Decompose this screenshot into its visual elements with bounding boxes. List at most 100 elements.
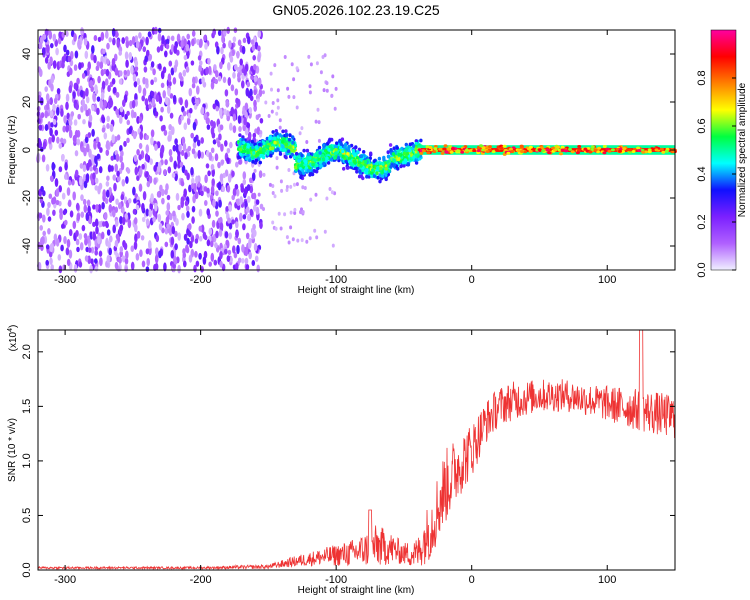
spectrogram-cell	[151, 97, 156, 106]
spectrogram-cell	[121, 206, 125, 214]
spectrogram-cell	[145, 36, 149, 46]
spectrogram-cell	[266, 144, 270, 149]
spectrogram-cell	[372, 174, 377, 179]
spectrogram-cell	[109, 123, 114, 132]
spectrogram-cell	[52, 196, 57, 205]
spectrogram-cell	[245, 87, 250, 97]
spectrogram-cell	[166, 222, 170, 230]
spectrogram-cell	[100, 31, 105, 41]
spectrogram-cell	[103, 99, 107, 108]
spectrogram-cell	[181, 105, 185, 113]
spectrogram-cell	[111, 78, 116, 85]
spectrogram-cell	[124, 213, 128, 220]
spectrogram-cell	[214, 242, 218, 249]
spectrogram-cell	[275, 111, 279, 116]
spectrogram-cell	[208, 261, 212, 267]
spectrogram-cell	[405, 151, 410, 156]
spectrogram-cell	[229, 141, 233, 149]
spectrogram-cell	[41, 47, 46, 56]
spectrogram-cell	[241, 135, 245, 140]
snr-panel: -300 -200 -100 0 100 0.0 0.5 1.0 1.5 2.0 Height …	[7, 325, 676, 596]
spectrogram-cell	[76, 212, 81, 222]
spectrogram-cell	[285, 235, 289, 240]
spectrogram-cell	[102, 221, 106, 227]
spectrogram-cell	[488, 145, 492, 149]
spectrogram-cell	[293, 211, 297, 215]
spectrogram-cell	[62, 125, 66, 133]
spectrogram-cell	[306, 169, 310, 173]
spectrogram-cell	[158, 95, 163, 105]
spectrogram-cell	[94, 218, 99, 227]
spectrogram-cell	[225, 99, 230, 108]
spectrogram-cell	[58, 265, 63, 274]
spectrogram-cell	[45, 93, 50, 102]
spectrogram-cell	[69, 67, 73, 76]
spectrogram-cell	[173, 64, 178, 73]
spectrogram-cell	[158, 63, 162, 70]
spectrogram-cell	[145, 266, 150, 272]
spectrogram-cell	[241, 109, 246, 116]
spectrogram-cell	[352, 159, 357, 164]
spectrogram-cell	[214, 78, 219, 85]
spectrogram-cell	[163, 169, 167, 176]
spectrogram-cell	[55, 188, 60, 197]
spectrogram-cell	[235, 188, 240, 197]
spectrogram-cell	[85, 87, 89, 97]
spectrogram-cell	[222, 76, 227, 84]
spectrogram-cell	[81, 98, 85, 108]
spectrogram-cell	[135, 204, 140, 211]
spectrogram-cell	[68, 120, 73, 126]
spectrogram-cell	[163, 262, 167, 272]
spectrogram-cell	[217, 217, 222, 224]
spectrogram-cell	[169, 213, 173, 221]
spectrogram-cell	[226, 115, 230, 122]
spectrogram-cell	[53, 97, 58, 105]
spectrogram-cell	[66, 238, 71, 248]
spectrogram-cell	[403, 158, 408, 163]
spectrogram-cell	[74, 129, 79, 138]
spectrogram-cell	[278, 133, 282, 137]
spectrogram-cell	[249, 208, 254, 216]
spectrogram-cell	[602, 151, 607, 155]
spectrogram-cell	[106, 229, 111, 236]
spectrogram-cell	[330, 93, 334, 98]
spectrogram-cell	[63, 115, 67, 124]
spectrogram-cell	[260, 154, 265, 158]
colorbar: 0.0 0.2 0.4 0.6 0.8 Normalized spectral ampl…	[696, 29, 748, 278]
spectrogram-cell	[173, 259, 178, 265]
spectrogram-cell	[92, 165, 97, 171]
spectrogram-cell	[286, 86, 290, 91]
spectrogram-cell	[296, 238, 300, 243]
spectrogram-cell	[251, 155, 255, 160]
spectrogram-cell	[253, 99, 257, 108]
spectrogram-cell	[110, 165, 114, 172]
spectrogram-cell	[61, 154, 65, 162]
spectrogram-cell	[51, 161, 55, 171]
x-tick-label: -200	[190, 274, 212, 286]
spectrogram-cell	[67, 179, 72, 186]
spectrogram-cell	[241, 244, 245, 253]
spectrogram-cell	[100, 91, 105, 101]
spectrogram-cell	[438, 147, 443, 151]
spectrogram-cell	[382, 157, 386, 162]
spectrogram-cell	[141, 216, 146, 223]
spectrogram-cell	[51, 134, 55, 143]
spectrogram-cell	[206, 124, 211, 130]
spectrogram-cell	[117, 175, 121, 182]
spectrogram-cell	[167, 134, 171, 142]
spectrogram-cell	[460, 150, 465, 154]
spectrogram-cell	[227, 77, 232, 86]
spectrogram-cell	[252, 55, 256, 61]
spectrogram-cell	[134, 65, 139, 72]
spectrogram-cell	[106, 42, 110, 50]
spectrogram-cell	[654, 148, 659, 152]
spectrogram-cell	[48, 193, 53, 199]
spectrogram-cell	[135, 253, 140, 261]
spectrogram-cell	[192, 76, 196, 85]
spectrogram-cell	[450, 147, 455, 151]
spectrogram-cell	[271, 101, 275, 105]
spectrogram-cell	[154, 26, 158, 35]
spectrogram-cell	[147, 31, 152, 38]
spectrogram-cell	[412, 155, 416, 160]
spectrogram-cell	[200, 224, 205, 233]
